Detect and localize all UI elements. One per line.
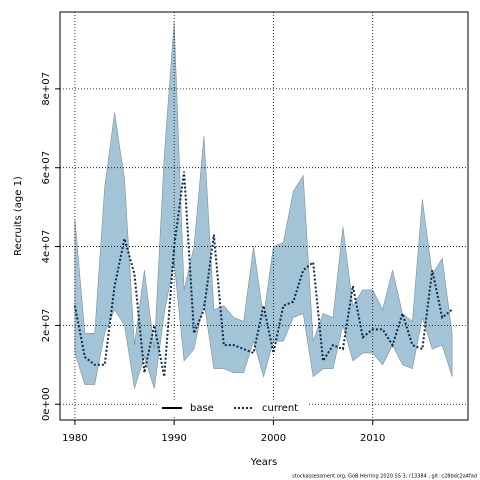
legend-label: current: [262, 403, 298, 414]
x-tick-label: 2010: [360, 433, 385, 444]
confidence-band: [74, 21, 453, 389]
plot-frame: [59, 11, 469, 421]
y-tick-label: 4e+07: [41, 230, 52, 264]
x-axis-label: Years: [250, 457, 277, 468]
y-axis-label: Recruits (age 1): [13, 176, 24, 256]
y-tick-label: 2e+07: [41, 309, 52, 343]
legend-box: [158, 401, 308, 415]
x-tick-label: 1990: [161, 433, 186, 444]
x-tick-label: 2000: [261, 433, 286, 444]
y-tick-label: 8e+07: [41, 72, 52, 106]
x-tick-label: 1980: [62, 433, 87, 444]
y-tick-label: 0e+00: [41, 387, 52, 421]
y-tick-label: 6e+07: [41, 151, 52, 185]
legend-label: base: [190, 403, 214, 414]
series-line: [73, 171, 453, 377]
footer: stockassessment.org, GoB Herring 2020 SS…: [292, 474, 477, 480]
